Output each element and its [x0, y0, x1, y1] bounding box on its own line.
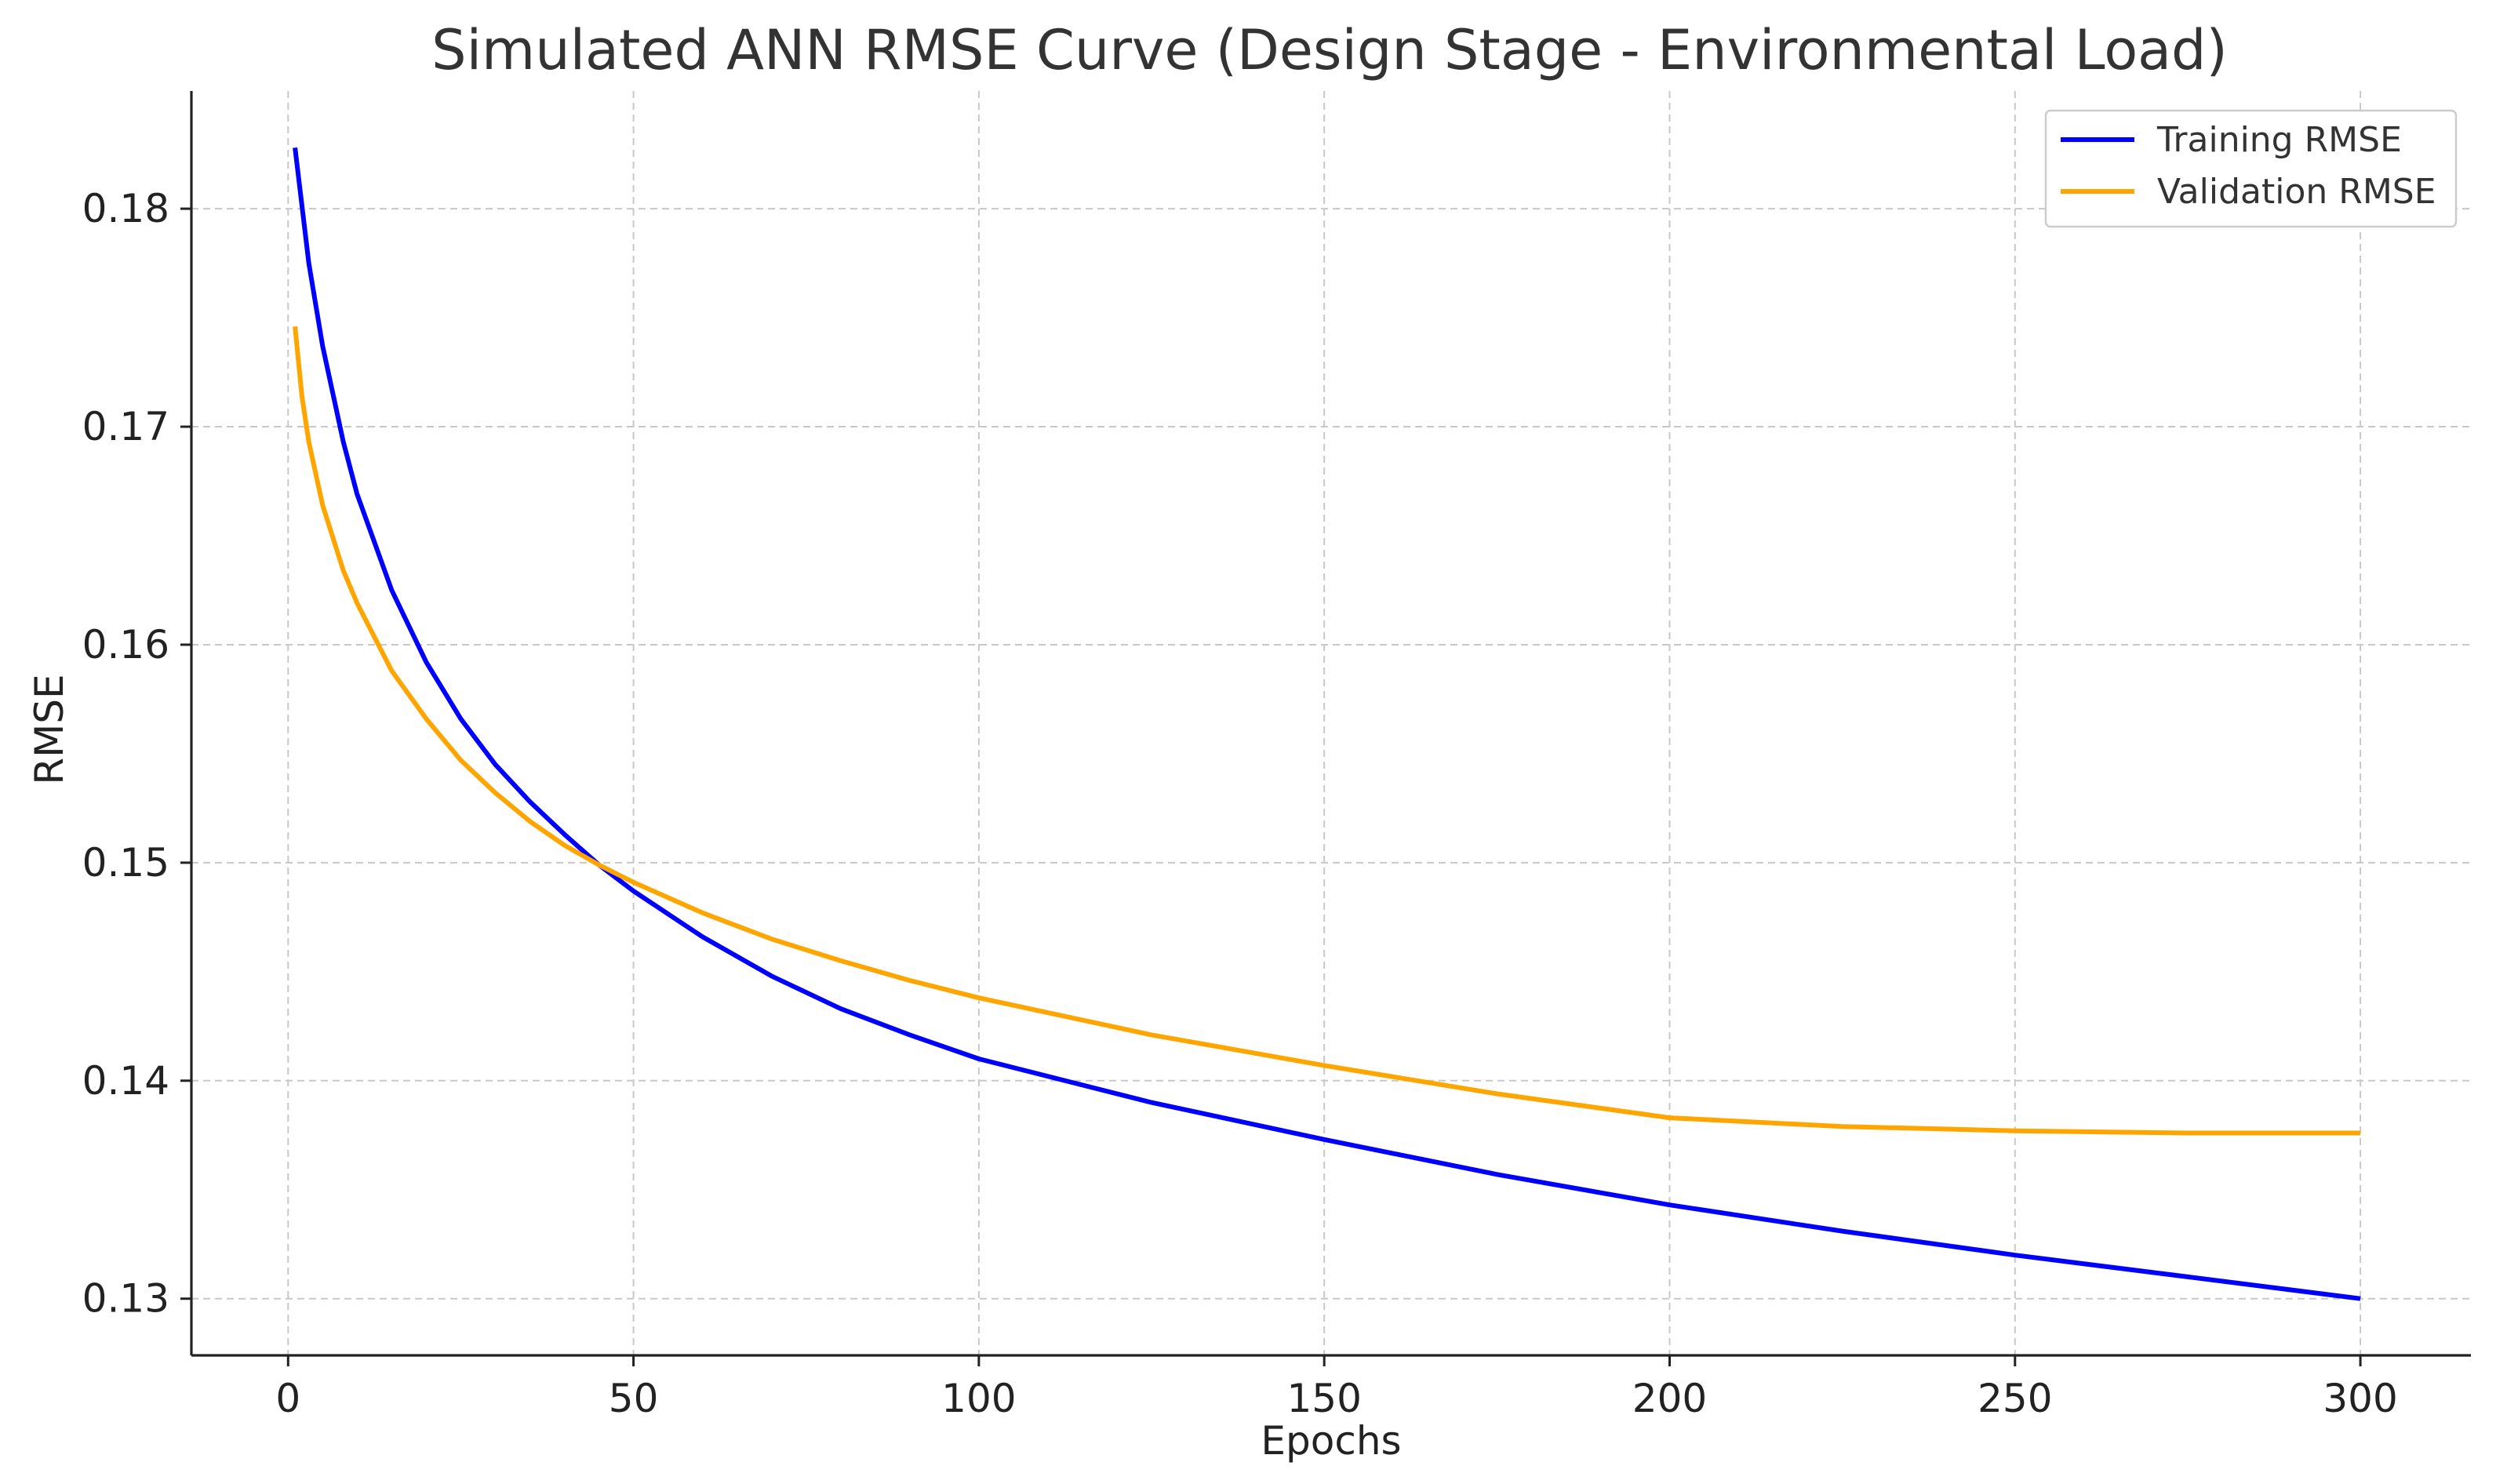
x-tick-label: 0	[275, 1376, 300, 1421]
training-rmse-line	[293, 147, 2361, 1301]
y-tick-label: 0.18	[82, 186, 169, 231]
x-tick-label: 200	[1632, 1376, 1707, 1421]
legend-label-validation: Validation RMSE	[2157, 172, 2436, 212]
y-tick-label: 0.16	[82, 622, 169, 667]
y-axis-title: RMSE	[27, 674, 72, 784]
validation-rmse-line	[293, 326, 2361, 1136]
axes	[190, 91, 2471, 1357]
x-axis-title: Epochs	[1261, 1418, 1401, 1464]
y-tick-label: 0.14	[82, 1058, 169, 1104]
x-tick-label: 300	[2323, 1376, 2397, 1421]
x-axis-ticks: 0 50 100 150 200 250 300	[275, 1355, 2398, 1421]
legend: Training RMSE Validation RMSE	[2044, 109, 2458, 228]
plot-area	[293, 147, 2361, 1301]
y-tick-label: 0.13	[82, 1276, 169, 1322]
x-tick-label: 100	[941, 1376, 1016, 1421]
x-tick-label: 150	[1286, 1376, 1361, 1421]
y-axis-ticks: 0.13 0.14 0.15 0.16 0.17 0.18	[82, 186, 191, 1322]
legend-box	[2044, 109, 2458, 228]
chart-title: Simulated ANN RMSE Curve (Design Stage -…	[431, 18, 2228, 82]
legend-label-training: Training RMSE	[2156, 120, 2402, 160]
grid-lines	[191, 91, 2471, 1355]
y-tick-label: 0.15	[82, 840, 169, 886]
y-tick-label: 0.17	[82, 404, 169, 449]
x-tick-label: 50	[609, 1376, 659, 1421]
x-tick-label: 250	[1978, 1376, 2052, 1421]
